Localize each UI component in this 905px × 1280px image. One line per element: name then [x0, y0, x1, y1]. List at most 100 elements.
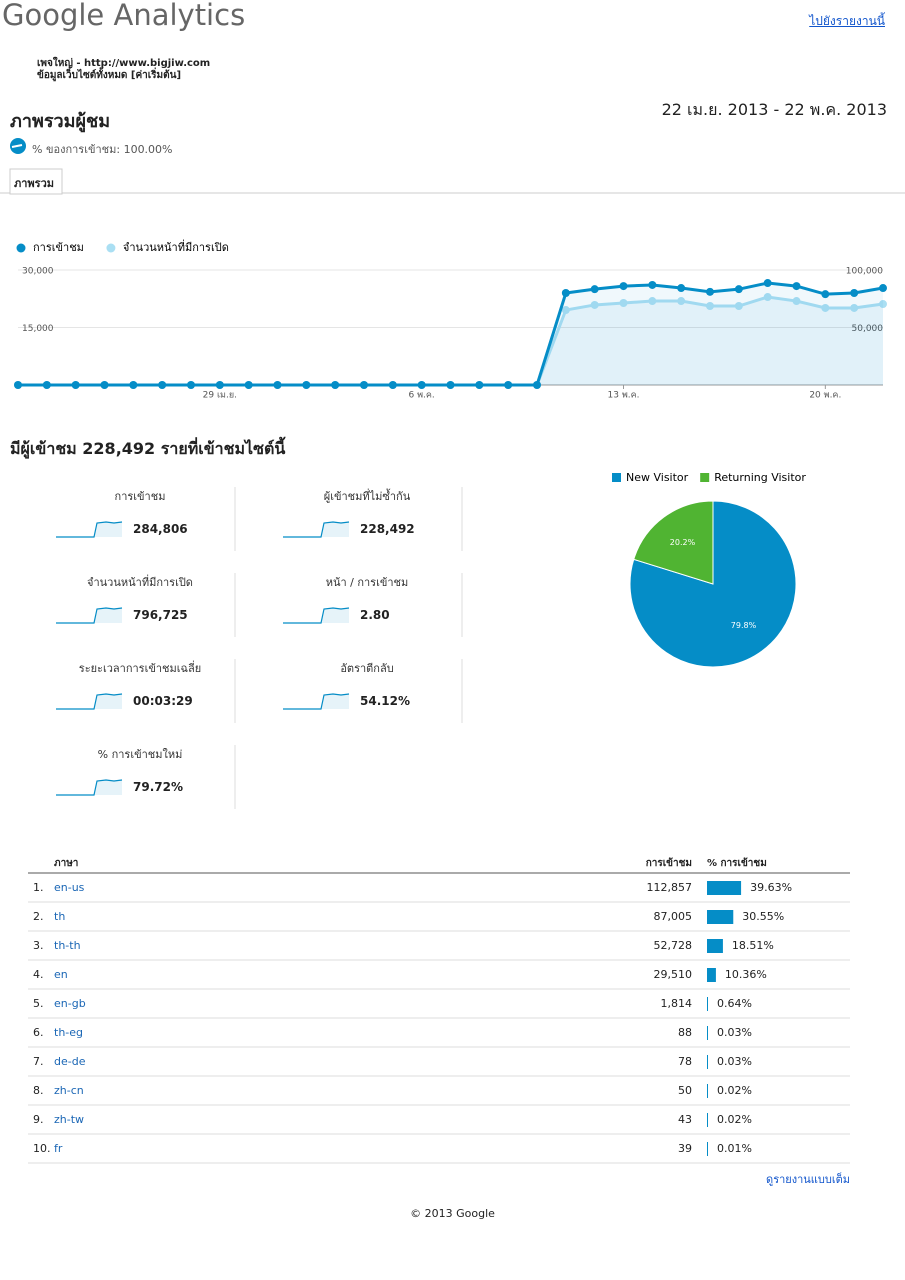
sparkline-area: [94, 608, 122, 623]
sparkline-area: [321, 608, 349, 623]
percent-label: 18.51%: [731, 939, 774, 952]
percent-label: 30.55%: [742, 910, 785, 923]
sparkline-area: [94, 780, 122, 795]
language-link[interactable]: en-gb: [54, 997, 86, 1010]
language-link[interactable]: de-de: [54, 1055, 86, 1068]
visits: 112,857: [646, 881, 693, 894]
sparkline-area: [321, 522, 349, 537]
point: [763, 279, 772, 288]
point: [706, 301, 714, 310]
column-header: % การเข้าชม: [707, 858, 767, 869]
point: [388, 381, 397, 389]
percent-label: 10.36%: [724, 968, 767, 981]
sparkline-area: [94, 694, 122, 709]
language-link[interactable]: zh-tw: [54, 1113, 85, 1126]
x-tick-label: 20 พ.ค.: [809, 391, 841, 401]
row-rank: 6.: [33, 1026, 44, 1039]
visits: 29,510: [653, 968, 693, 981]
x-tick-label: 29 เม.ย.: [203, 391, 237, 401]
y-tick-label: 30,000: [22, 267, 54, 277]
slice-label: 79.8%: [731, 621, 757, 630]
row-rank: 5.: [33, 997, 44, 1010]
metric-value: 284,806: [133, 522, 188, 536]
point: [158, 381, 167, 389]
point: [792, 297, 801, 306]
point: [215, 381, 224, 389]
percent-label: 39.63%: [750, 881, 793, 894]
legend-swatch: [612, 473, 621, 482]
visits: 52,728: [653, 939, 693, 952]
segment: % ของการเข้าชม: 100.00%: [32, 143, 173, 156]
point: [677, 297, 686, 306]
percent-label: 0.03%: [717, 1055, 752, 1068]
metric-label: ระยะเวลาการเข้าชมเฉลี่ย: [78, 662, 202, 675]
site-name: เพจใหญ่ - http://www.bigjiw.com: [37, 58, 211, 69]
x-tick-label: 13 พ.ค.: [608, 391, 640, 401]
visits: 50: [678, 1084, 692, 1097]
point: [706, 287, 714, 296]
point: [590, 285, 599, 294]
point: [590, 300, 599, 309]
percent-bar: [707, 997, 708, 1011]
point: [619, 282, 628, 291]
point: [734, 285, 743, 294]
point: [850, 303, 859, 312]
metric-value: 00:03:29: [133, 694, 193, 708]
row-rank: 4.: [33, 968, 44, 981]
percent-bar: [707, 1113, 708, 1127]
point: [763, 293, 772, 302]
metric-label: อัตราตีกลับ: [340, 662, 394, 675]
row-rank: 8.: [33, 1084, 44, 1097]
point: [821, 303, 830, 312]
point: [792, 282, 801, 291]
profile-name: ข้อมูลเว็บไซต์ทั้งหมด [ค่าเริ่มต้น]: [37, 70, 182, 81]
visits: 39: [678, 1142, 692, 1155]
segment-icon-mark: [11, 144, 23, 148]
sparkline: [56, 779, 123, 796]
column-header: การเข้าชม: [645, 858, 692, 869]
metric-value: 228,492: [360, 522, 415, 536]
page-title: ภาพรวมผู้ชม: [10, 111, 111, 132]
metric-value: 54.12%: [360, 694, 410, 708]
point: [734, 301, 743, 310]
point: [42, 381, 51, 389]
language-link[interactable]: en-us: [54, 881, 85, 894]
point: [850, 289, 859, 297]
pie-slice: [633, 500, 714, 585]
language-link[interactable]: th-eg: [54, 1026, 84, 1039]
summary-heading: มีผู้เข้าชม 228,492 รายที่เข้าชมไซต์นี้: [10, 439, 286, 458]
legend-label: Returning Visitor: [714, 471, 806, 484]
visits: 43: [678, 1113, 692, 1126]
metric-label: การเข้าชม: [114, 490, 166, 503]
percent-label: 0.64%: [717, 997, 752, 1010]
legend-swatch: [700, 473, 710, 482]
metric-label: หน้า / การเข้าชม: [325, 576, 409, 589]
language-link[interactable]: th: [54, 910, 66, 923]
language-link[interactable]: en: [54, 968, 68, 981]
metric-label: จำนวนหน้าที่มีการเปิด: [87, 576, 193, 589]
point: [446, 381, 455, 389]
full-report-link[interactable]: ดูรายงานแบบเต็ม: [766, 1173, 850, 1186]
tab[interactable]: ภาพรวม: [14, 177, 55, 190]
percent-label: 0.02%: [717, 1113, 752, 1126]
point: [677, 284, 686, 293]
legend-label: การเข้าชม: [33, 241, 84, 254]
language-link[interactable]: zh-cn: [54, 1084, 84, 1097]
point: [561, 289, 570, 297]
row-rank: 10.: [33, 1142, 51, 1155]
logo: Google Analytics: [2, 0, 246, 32]
tab-box: [9, 168, 63, 195]
language-link[interactable]: fr: [54, 1142, 63, 1155]
percent-bar: [707, 1084, 708, 1098]
visits: 1,814: [660, 997, 693, 1010]
point: [821, 290, 830, 299]
visits: 87,005: [653, 910, 693, 923]
point: [533, 381, 541, 389]
sparkline-area: [94, 522, 122, 537]
report-link[interactable]: ไปยังรายงานนี้: [809, 14, 885, 28]
percent-bar: [707, 939, 723, 953]
language-link[interactable]: th-th: [54, 939, 81, 952]
area: [18, 283, 883, 385]
